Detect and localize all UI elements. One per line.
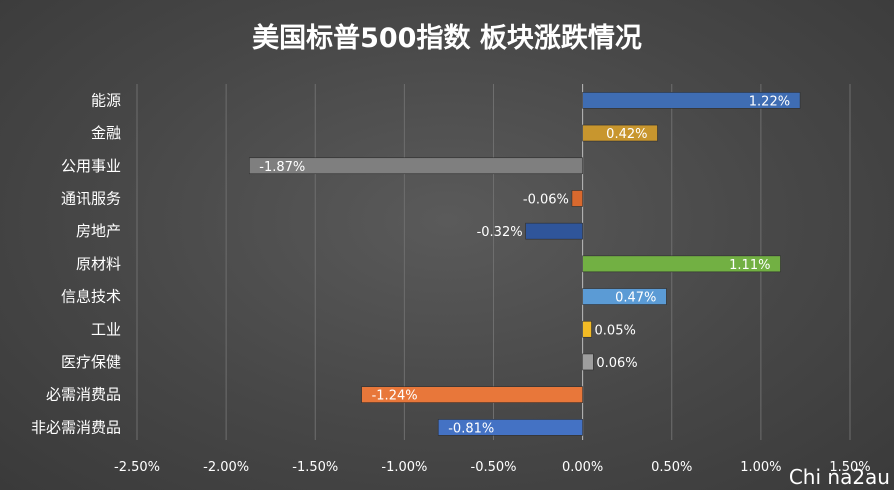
bar bbox=[582, 288, 667, 305]
data-label: 1.22% bbox=[749, 94, 790, 109]
bar bbox=[437, 419, 583, 436]
category-label: 能源 bbox=[91, 91, 121, 109]
data-label: 1.11% bbox=[729, 258, 770, 273]
data-label: -1.87% bbox=[259, 160, 305, 175]
x-tick-label: 1.00% bbox=[740, 460, 781, 475]
x-tick-label: -2.00% bbox=[203, 460, 249, 475]
bar bbox=[571, 190, 583, 207]
bar bbox=[582, 92, 801, 109]
bar bbox=[582, 353, 594, 371]
x-tick-label: -2.50% bbox=[114, 460, 160, 475]
category-label: 医疗保健 bbox=[61, 353, 121, 371]
data-label: 0.42% bbox=[606, 127, 647, 142]
bar bbox=[582, 320, 592, 338]
data-label: -0.32% bbox=[477, 225, 523, 240]
data-label: 0.05% bbox=[595, 323, 636, 338]
data-label: -1.24% bbox=[372, 389, 418, 404]
bar bbox=[582, 255, 781, 273]
x-tick-label: -0.50% bbox=[471, 460, 517, 475]
bar bbox=[582, 124, 658, 142]
x-tick-label: -1.50% bbox=[292, 460, 338, 475]
chart-title: 美国标普500指数 板块涨跌情况 bbox=[252, 22, 642, 54]
category-label: 必需消费品 bbox=[46, 386, 121, 404]
category-label: 工业 bbox=[91, 320, 121, 338]
x-tick-label: 0.50% bbox=[651, 460, 692, 475]
x-tick-label: 1.50% bbox=[829, 460, 870, 475]
x-tick-labels: -2.50% -2.00% -1.50% -1.00% -0.50% 0.00% 0.50%… bbox=[114, 460, 871, 475]
category-label: 非必需消费品 bbox=[31, 418, 121, 436]
category-label: 信息技术 bbox=[61, 288, 121, 306]
data-label: -0.81% bbox=[448, 421, 494, 436]
bar bbox=[361, 386, 583, 403]
data-label: 0.47% bbox=[615, 291, 656, 306]
category-label: 房地产 bbox=[76, 222, 121, 240]
category-label: 公用事业 bbox=[61, 157, 121, 175]
data-labels: 1.22% 0.42% -1.87% -0.06% -0.32% 1.11% 0.47% 0.… bbox=[259, 94, 790, 436]
bar bbox=[248, 157, 583, 175]
bar bbox=[525, 222, 583, 240]
bars bbox=[248, 92, 801, 436]
category-label: 金融 bbox=[91, 124, 121, 142]
category-label: 通讯服务 bbox=[61, 189, 121, 207]
data-label: 0.06% bbox=[596, 356, 637, 371]
watermark-text: Chi na2au bbox=[789, 465, 890, 489]
category-label: 原材料 bbox=[76, 255, 121, 273]
data-label: -0.06% bbox=[523, 192, 569, 207]
x-tick-label: -1.00% bbox=[381, 460, 427, 475]
x-tick-label: 0.00% bbox=[562, 460, 603, 475]
